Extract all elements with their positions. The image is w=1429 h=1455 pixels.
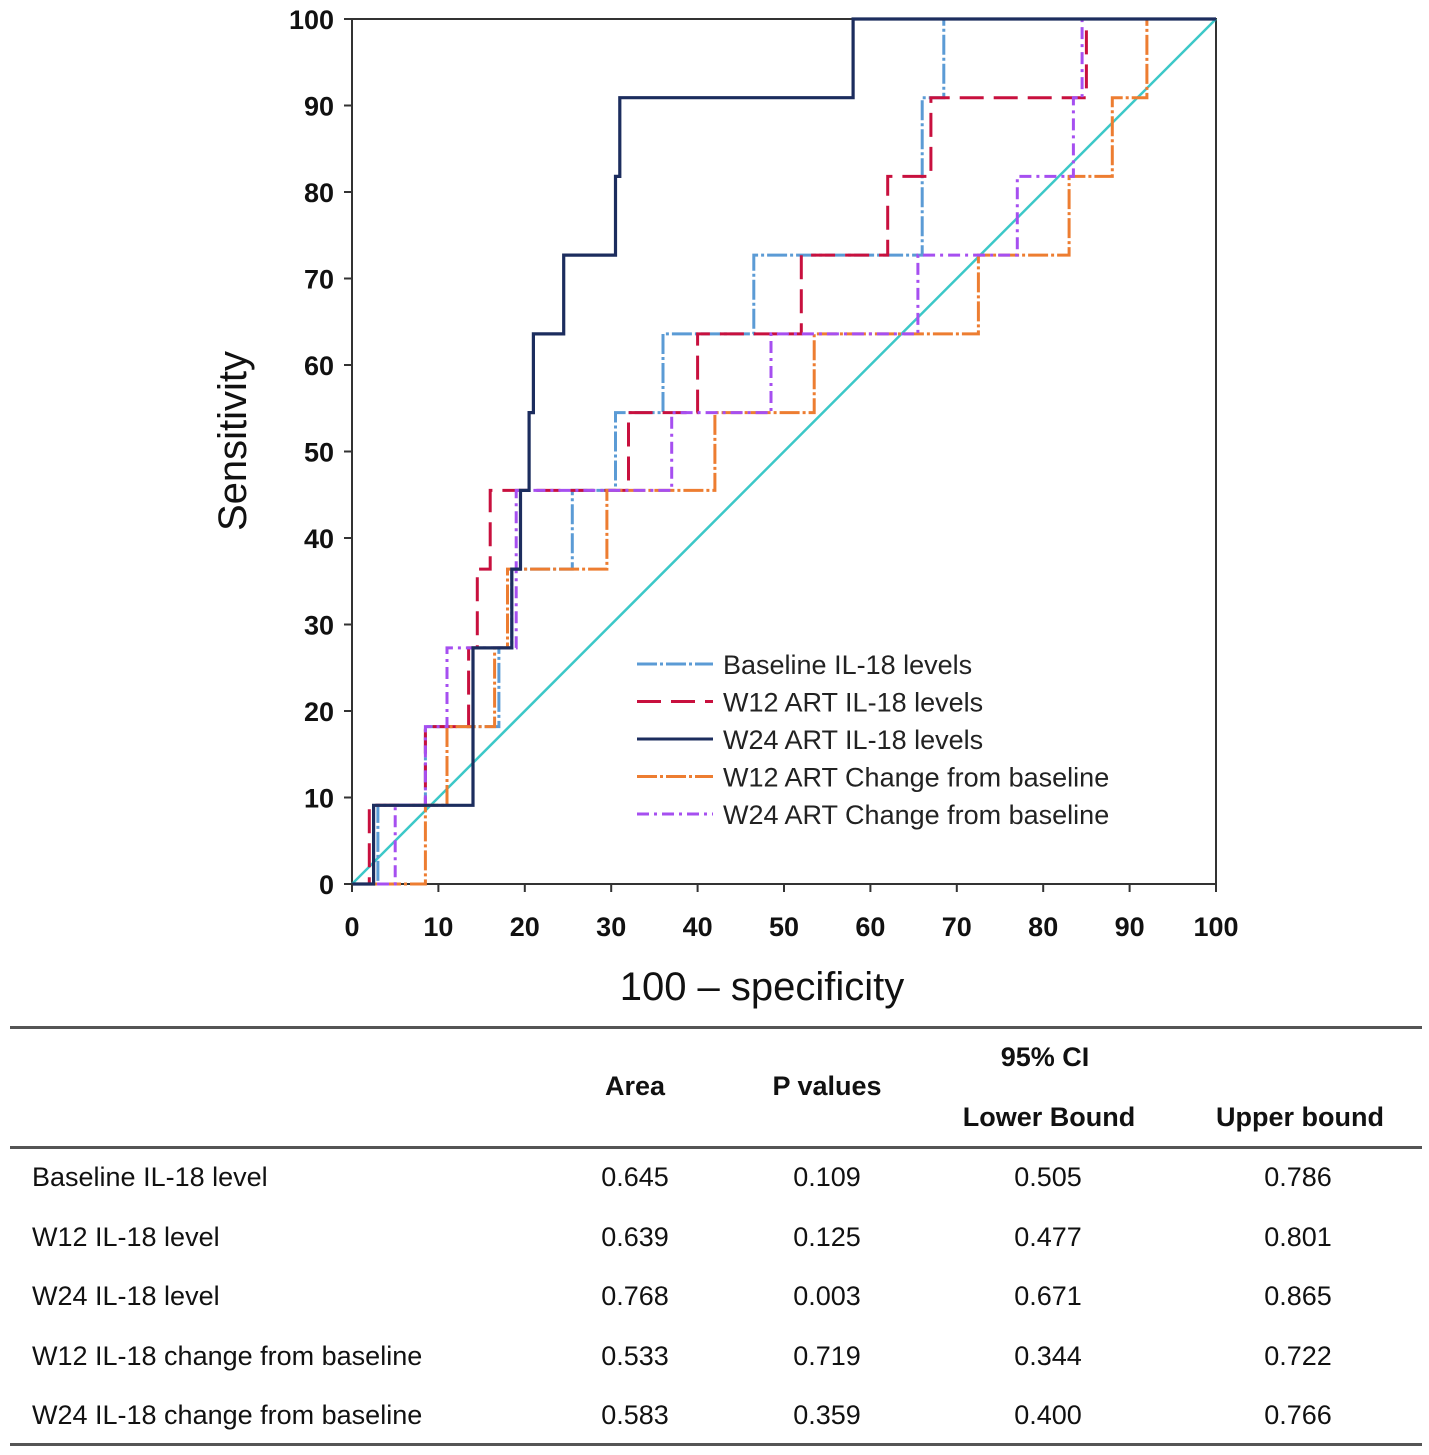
table-cell-p: 0.109 [793, 1162, 861, 1192]
table-cell-name: W12 IL-18 change from baseline [32, 1340, 423, 1371]
roc-chart: 0 10 20 30 40 50 60 70 80 90 100 0 10 20 30 40 50 60 70 80 9… [211, 5, 1239, 1009]
header-area: Area [604, 1071, 666, 1101]
y-tick-label: 40 [304, 524, 334, 554]
y-tick-label: 20 [304, 697, 334, 727]
y-tick-label: 100 [289, 5, 334, 35]
series-line-5 [352, 17, 1216, 886]
x-axis-title: 100 – specificity [620, 965, 905, 1009]
table-rule-bottom [10, 1443, 1422, 1446]
table-cell-name: W24 IL-18 change from baseline [32, 1400, 423, 1430]
table-cell-upper: 0.722 [1264, 1340, 1332, 1371]
table-cell-upper: 0.801 [1264, 1221, 1332, 1252]
y-tick-label: 30 [304, 611, 334, 641]
table-cell-upper: 0.766 [1264, 1400, 1332, 1430]
table-cell-area: 0.768 [601, 1281, 669, 1311]
table-cell-name: W12 IL-18 level [32, 1221, 220, 1252]
x-tick-label: 40 [683, 912, 713, 942]
table-cell-name: Baseline IL-18 level [32, 1162, 268, 1192]
table-cell-name: W24 IL-18 level [32, 1281, 220, 1311]
table-cell-p: 0.719 [793, 1340, 861, 1371]
y-tick-label: 60 [304, 351, 334, 381]
table-cell-lower: 0.671 [1014, 1281, 1082, 1311]
x-tick-label: 80 [1028, 912, 1058, 942]
y-tick-label: 90 [304, 92, 334, 122]
x-tick-label: 30 [596, 912, 626, 942]
table-cell-upper: 0.865 [1264, 1281, 1332, 1311]
x-tick-label: 0 [344, 912, 359, 942]
x-tick-label: 90 [1115, 912, 1145, 942]
x-tick-label: 20 [510, 912, 540, 942]
series-line-3 [352, 17, 1216, 886]
table-cell-lower: 0.344 [1014, 1340, 1082, 1371]
table-rule-top [10, 1026, 1422, 1029]
table-cell-lower: 0.400 [1014, 1400, 1082, 1430]
header-p-values: P values [772, 1071, 882, 1101]
legend-label-4: W12 ART Change from baseline [723, 763, 1109, 793]
legend-label-1: Baseline IL-18 levels [723, 650, 972, 680]
legend-label-5: W24 ART Change from baseline [723, 800, 1109, 830]
header-lower-bound: Lower Bound [962, 1102, 1136, 1132]
x-tick-label: 100 [1193, 912, 1238, 942]
table-cell-p: 0.359 [793, 1400, 861, 1430]
table-cell-upper: 0.786 [1264, 1162, 1332, 1192]
table-cell-lower: 0.505 [1014, 1162, 1082, 1192]
table-cell-p: 0.003 [793, 1281, 861, 1311]
x-tick-label: 70 [942, 912, 972, 942]
legend-label-3: W24 ART IL-18 levels [723, 725, 983, 755]
x-tick-label: 10 [423, 912, 453, 942]
x-tick-label: 50 [769, 912, 799, 942]
header-ci: 95% CI [1000, 1042, 1090, 1072]
y-tick-label: 80 [304, 178, 334, 208]
table-cell-area: 0.533 [601, 1340, 669, 1371]
header-upper-bound: Upper bound [1216, 1102, 1384, 1132]
table-cell-p: 0.125 [793, 1221, 861, 1252]
series-layer [352, 17, 1216, 886]
series-line-4 [352, 17, 1216, 886]
legend: Baseline IL-18 levels W12 ART IL-18 level… [637, 650, 1109, 830]
table-cell-lower: 0.477 [1014, 1221, 1082, 1252]
y-tick-label: 10 [304, 784, 334, 814]
table-cell-area: 0.639 [601, 1221, 669, 1252]
y-tick-label: 0 [319, 870, 334, 900]
table-cell-area: 0.583 [601, 1400, 669, 1430]
table-rule-mid [10, 1146, 1422, 1149]
y-tick-label: 50 [304, 438, 334, 468]
x-tick-label: 60 [855, 912, 885, 942]
y-tick-label: 70 [304, 265, 334, 295]
legend-label-2: W12 ART IL-18 levels [723, 688, 983, 718]
y-axis-title: Sensitivity [211, 351, 255, 531]
ticks-layer: 0 10 20 30 40 50 60 70 80 90 100 0 10 20 30 40 50 60 70 80 9… [289, 5, 1239, 942]
table-cell-area: 0.645 [601, 1162, 669, 1192]
